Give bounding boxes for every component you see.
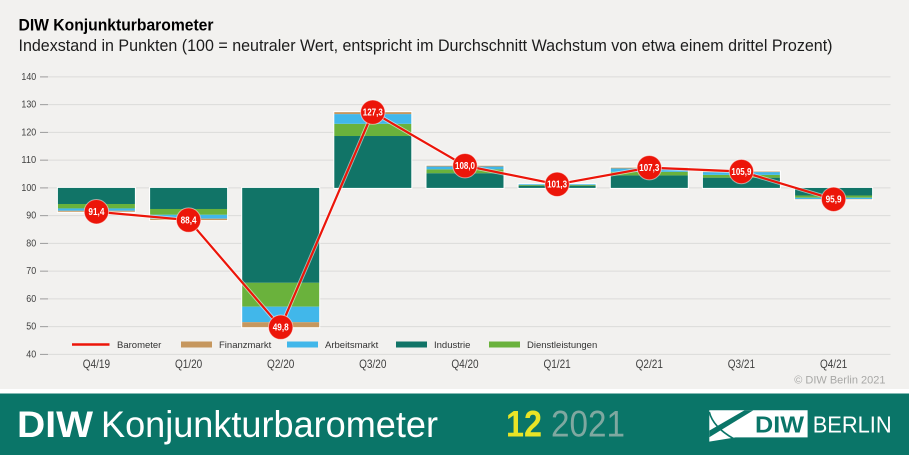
- svg-text:Konjunkturbarometer: Konjunkturbarometer: [101, 403, 438, 445]
- svg-text:90: 90: [26, 211, 36, 222]
- svg-text:70: 70: [26, 266, 36, 277]
- svg-text:108,0: 108,0: [455, 161, 475, 172]
- svg-text:49,8: 49,8: [273, 323, 289, 334]
- svg-text:Q2/21: Q2/21: [636, 357, 664, 371]
- svg-text:101,3: 101,3: [547, 180, 567, 191]
- svg-text:80: 80: [26, 238, 36, 249]
- svg-text:Q4/21: Q4/21: [820, 357, 848, 371]
- svg-text:DIW: DIW: [17, 403, 94, 445]
- svg-text:© DIW Berlin 2021: © DIW Berlin 2021: [794, 375, 885, 387]
- svg-text:120: 120: [21, 127, 36, 138]
- svg-text:Q1/20: Q1/20: [175, 357, 203, 371]
- svg-text:105,9: 105,9: [731, 167, 751, 178]
- svg-text:12: 12: [506, 403, 542, 445]
- svg-text:Q1/21: Q1/21: [543, 357, 571, 371]
- svg-text:40: 40: [26, 349, 36, 360]
- svg-text:95,9: 95,9: [826, 195, 842, 206]
- svg-text:Arbeitsmarkt: Arbeitsmarkt: [325, 340, 379, 351]
- svg-text:2021: 2021: [551, 403, 625, 445]
- svg-text:100: 100: [21, 183, 36, 194]
- svg-text:Dienstleistungen: Dienstleistungen: [527, 340, 597, 351]
- svg-text:Q4/19: Q4/19: [83, 357, 111, 371]
- svg-text:140: 140: [21, 72, 36, 83]
- svg-text:DIW Konjunkturbarometer: DIW Konjunkturbarometer: [19, 16, 214, 35]
- svg-text:107,3: 107,3: [639, 163, 659, 174]
- svg-text:127,3: 127,3: [363, 108, 383, 119]
- svg-text:110: 110: [21, 155, 36, 166]
- svg-text:91,4: 91,4: [88, 207, 104, 218]
- svg-text:Industrie: Industrie: [434, 340, 470, 351]
- svg-text:Q2/20: Q2/20: [267, 357, 295, 371]
- svg-text:Q3/20: Q3/20: [359, 357, 387, 371]
- svg-text:130: 130: [21, 100, 36, 111]
- svg-text:Q3/21: Q3/21: [728, 357, 756, 371]
- svg-text:88,4: 88,4: [181, 215, 197, 226]
- svg-text:Indexstand in Punkten (100 = n: Indexstand in Punkten (100 = neutraler W…: [19, 36, 833, 55]
- svg-text:Finanzmarkt: Finanzmarkt: [219, 340, 272, 351]
- svg-text:Barometer: Barometer: [117, 340, 161, 351]
- svg-text:50: 50: [26, 322, 36, 333]
- svg-text:Q4/20: Q4/20: [451, 357, 479, 371]
- svg-text:DIW: DIW: [755, 411, 804, 437]
- svg-text:60: 60: [26, 294, 36, 305]
- svg-text:BERLIN: BERLIN: [813, 411, 892, 437]
